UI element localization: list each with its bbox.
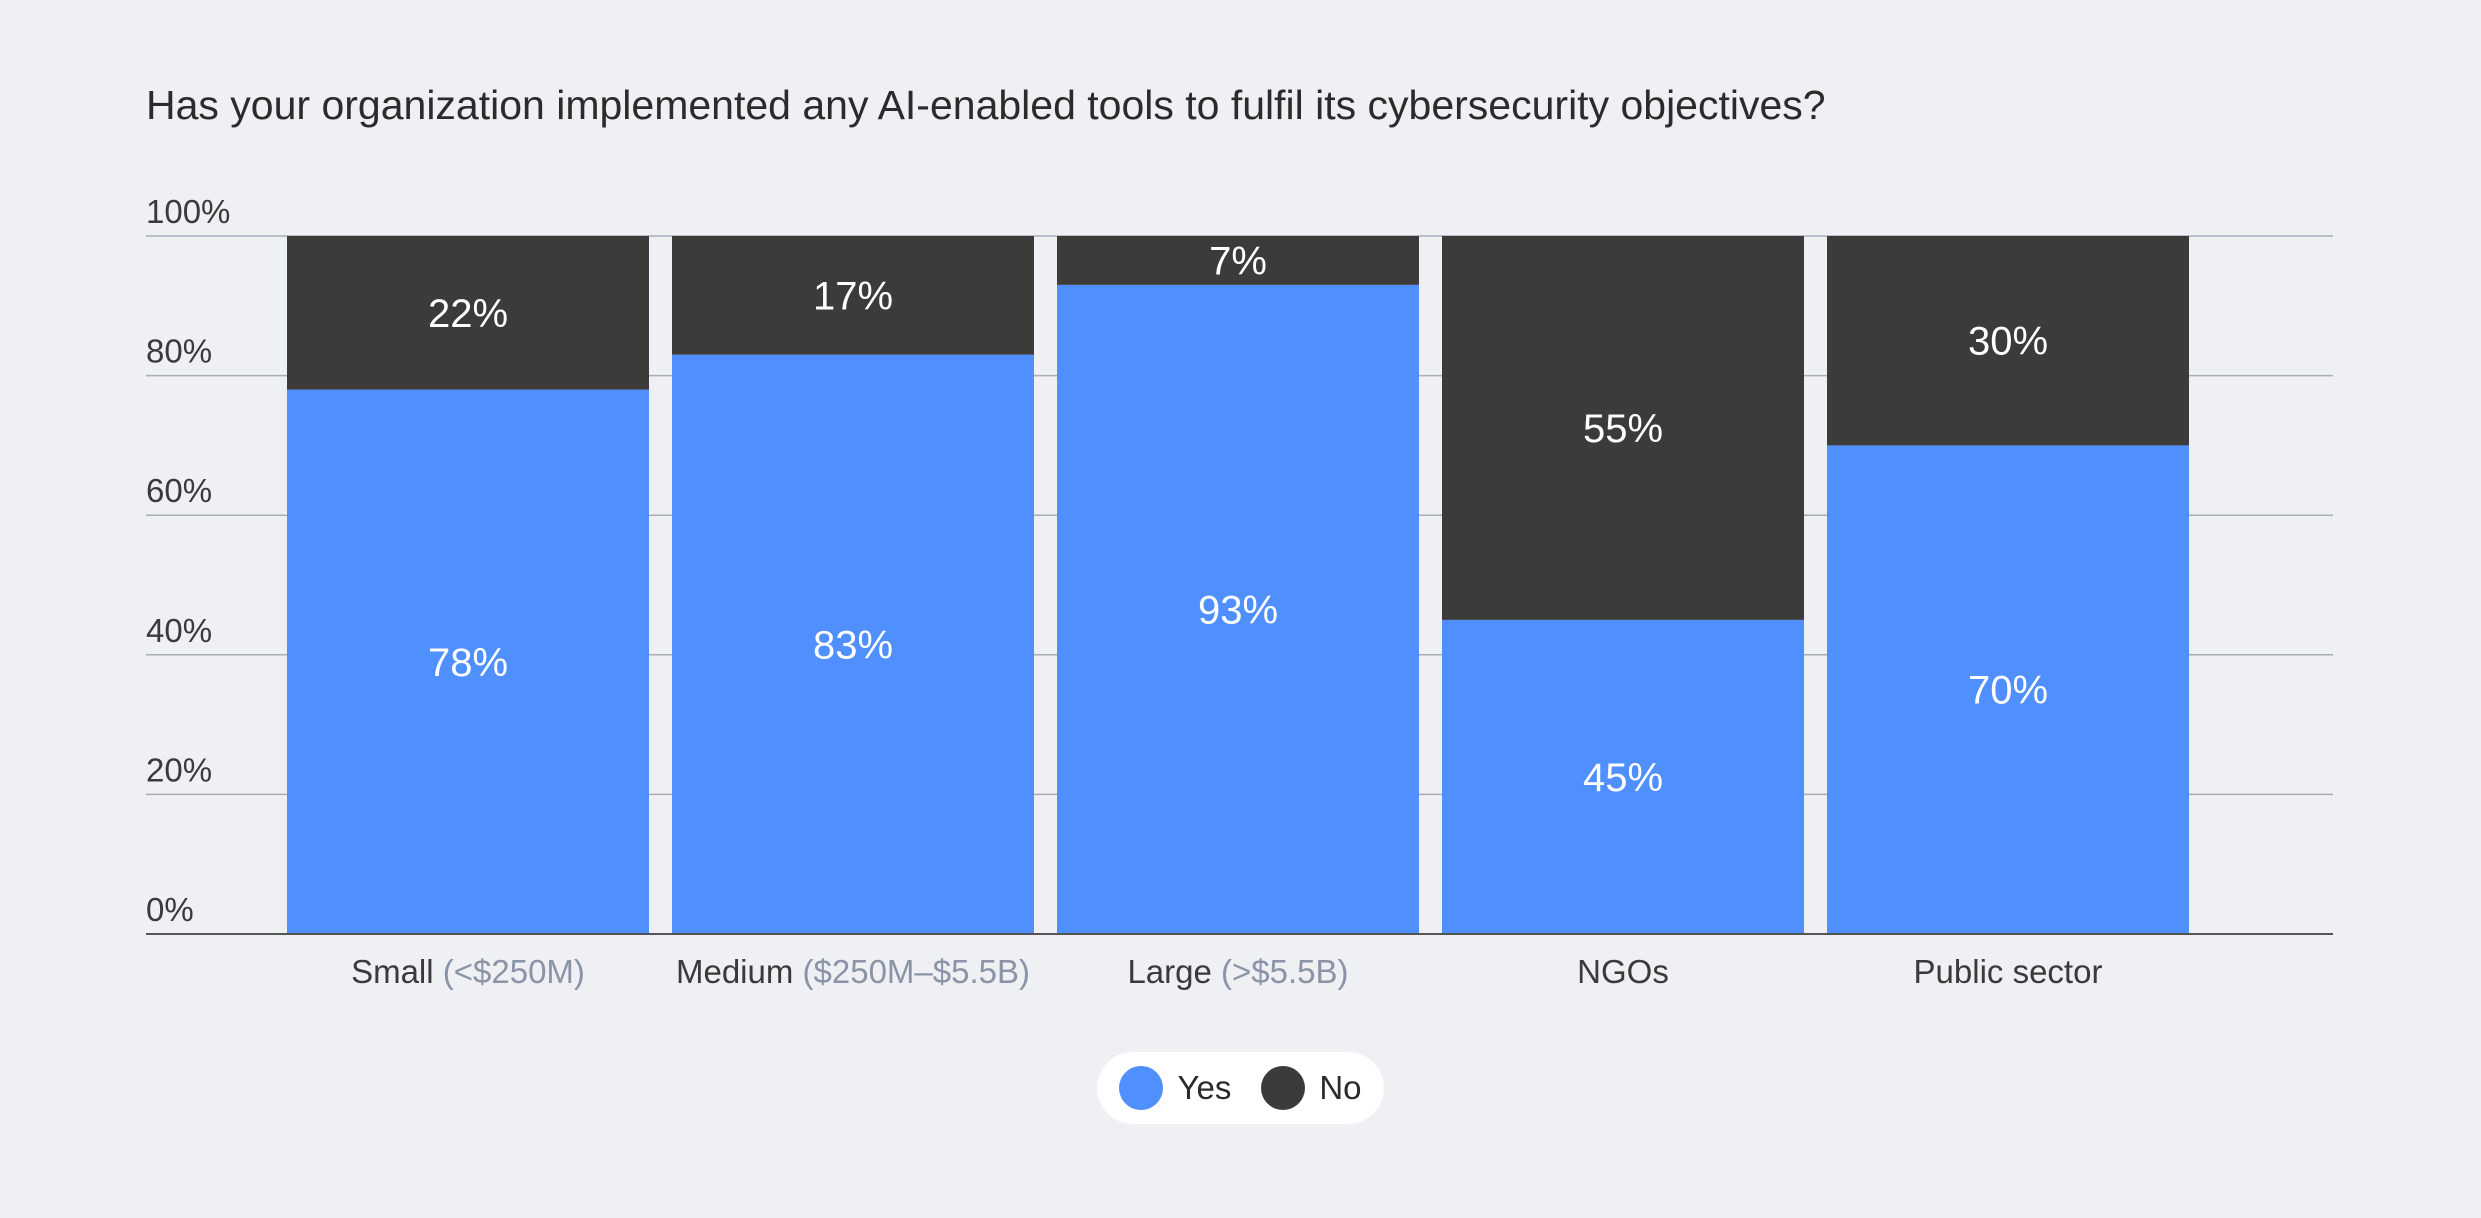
bar-segment-yes[interactable]: [672, 354, 1034, 934]
bar-value-label: 70%: [1968, 669, 2048, 713]
x-tick-label: Large (>$5.5B): [1127, 953, 1348, 990]
bar-segment-no[interactable]: [672, 236, 1034, 355]
bar-value-label: 30%: [1968, 320, 2048, 364]
bar-segment-no[interactable]: [287, 236, 649, 390]
bar-segment-no[interactable]: [1827, 236, 2189, 446]
y-tick-label: 100%: [146, 193, 230, 230]
chart-title: Has your organization implemented any AI…: [146, 82, 1826, 128]
x-tick-label: Small (<$250M): [351, 953, 585, 990]
legend-label-no: No: [1319, 1069, 1362, 1106]
legend-swatch-no: [1261, 1066, 1306, 1110]
bar-segment-no[interactable]: [1442, 236, 1804, 620]
bar-value-label: 55%: [1583, 407, 1663, 451]
bar-value-label: 45%: [1583, 756, 1663, 800]
bar-segment-yes[interactable]: [1057, 284, 1419, 934]
legend-item-no[interactable]: No: [1261, 1066, 1362, 1110]
x-axis: Small (<$250M) Medium ($250M–$5.5B) Large …: [146, 933, 2333, 990]
y-tick-label: 20%: [146, 751, 212, 788]
legend: Yes No: [1097, 1052, 1384, 1124]
bar-segment-no[interactable]: [1057, 236, 1419, 285]
bar-segment-yes[interactable]: [1442, 619, 1804, 934]
legend-swatch-yes: [1119, 1066, 1164, 1110]
y-tick-label: 80%: [146, 333, 212, 370]
y-tick-label: 0%: [146, 891, 194, 928]
bar-value-labels: 78% 22% 83% 17% 93% 7% 45% 55% 70% 30%: [428, 239, 2048, 800]
x-tick-label: Medium ($250M–$5.5B): [676, 953, 1030, 990]
bar-segment-yes[interactable]: [287, 389, 649, 934]
bar-value-label: 7%: [1209, 239, 1267, 283]
y-tick-label: 40%: [146, 612, 212, 649]
y-tick-label: 60%: [146, 472, 212, 509]
y-axis: 0% 20% 40% 60% 80% 100%: [146, 193, 230, 928]
bars: [287, 236, 2189, 934]
bar-value-label: 22%: [428, 292, 508, 336]
bar-segment-yes[interactable]: [1827, 445, 2189, 934]
bar-value-label: 17%: [813, 274, 893, 318]
bar-value-label: 78%: [428, 641, 508, 685]
bar-value-label: 93%: [1198, 588, 1278, 632]
bar-value-label: 83%: [813, 623, 893, 667]
x-tick-label: Public sector: [1914, 953, 2103, 990]
legend-item-yes[interactable]: Yes: [1119, 1066, 1231, 1110]
legend-label-yes: Yes: [1177, 1069, 1232, 1106]
x-tick-label: NGOs: [1577, 953, 1669, 990]
